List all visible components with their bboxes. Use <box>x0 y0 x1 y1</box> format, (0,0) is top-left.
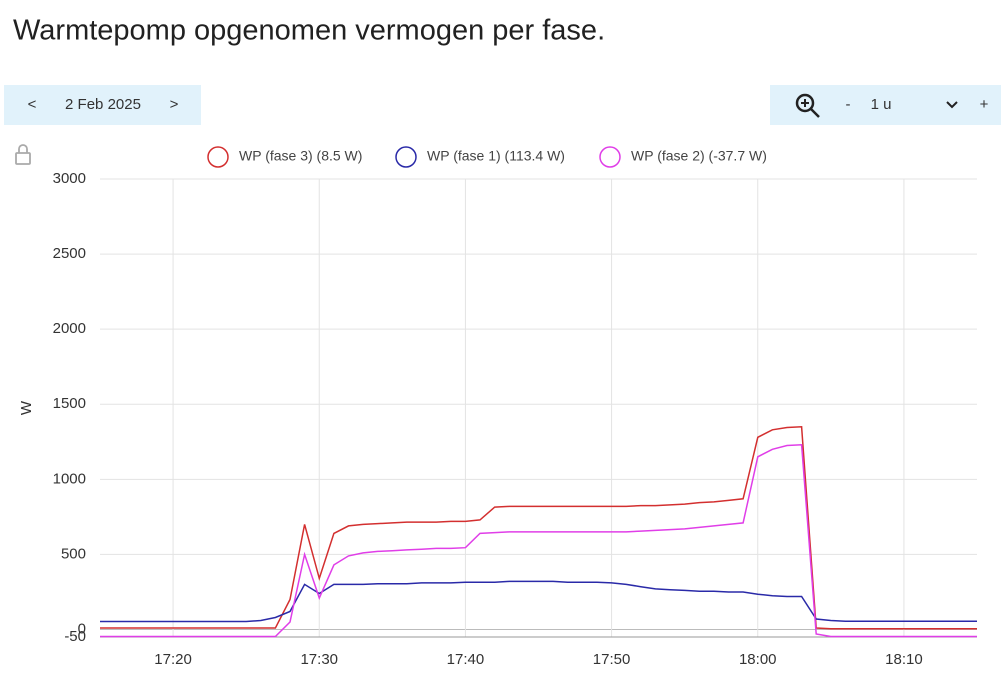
legend-label: WP (fase 1) (113.4 W) <box>427 148 565 164</box>
x-tick-label: 18:10 <box>885 651 923 668</box>
span-label: 1 u <box>871 96 892 113</box>
y-tick-label: 2000 <box>53 320 86 337</box>
zoom-out-button[interactable]: - <box>846 96 851 113</box>
date-label: 2 Feb 2025 <box>65 96 141 113</box>
y-axis-label: W <box>18 400 35 415</box>
lock-icon[interactable] <box>15 144 31 165</box>
y-tick-label: 1000 <box>53 470 86 487</box>
series-line <box>100 426 977 630</box>
legend-item[interactable]: WP (fase 2) (-37.7 W) <box>599 146 767 168</box>
y-tick-label: 2500 <box>53 245 86 262</box>
date-bar <box>4 85 201 125</box>
series-line <box>100 444 977 638</box>
zoom-bar <box>770 85 1001 125</box>
x-tick-label: 17:50 <box>593 651 631 668</box>
chart-title: Warmtepomp opgenomen vermogen per fase. <box>13 15 605 47</box>
prev-button[interactable]: < <box>28 96 37 113</box>
legend-label: WP (fase 2) (-37.7 W) <box>631 148 767 164</box>
span-dropdown[interactable] <box>946 101 958 109</box>
y-tick-label: -50 <box>64 628 86 645</box>
y-tick-label: 500 <box>61 545 86 562</box>
y-tick-label: 3000 <box>53 170 86 187</box>
next-button[interactable]: > <box>170 96 179 113</box>
x-tick-label: 17:40 <box>447 651 485 668</box>
series-line <box>100 580 977 623</box>
x-tick-label: 18:00 <box>739 651 777 668</box>
legend-label: WP (fase 3) (8.5 W) <box>239 148 362 164</box>
legend-marker <box>599 146 621 168</box>
y-tick-label: 1500 <box>53 395 86 412</box>
x-tick-label: 17:20 <box>154 651 192 668</box>
y-tick-label: 0 <box>78 620 86 637</box>
legend-marker <box>395 146 417 168</box>
legend-item[interactable]: WP (fase 1) (113.4 W) <box>395 146 565 168</box>
x-tick-label: 17:30 <box>300 651 338 668</box>
zoom-icon[interactable] <box>795 93 820 118</box>
zoom-in-button[interactable]: + <box>980 96 989 113</box>
legend-marker <box>207 146 229 168</box>
legend-item[interactable]: WP (fase 3) (8.5 W) <box>207 146 362 168</box>
